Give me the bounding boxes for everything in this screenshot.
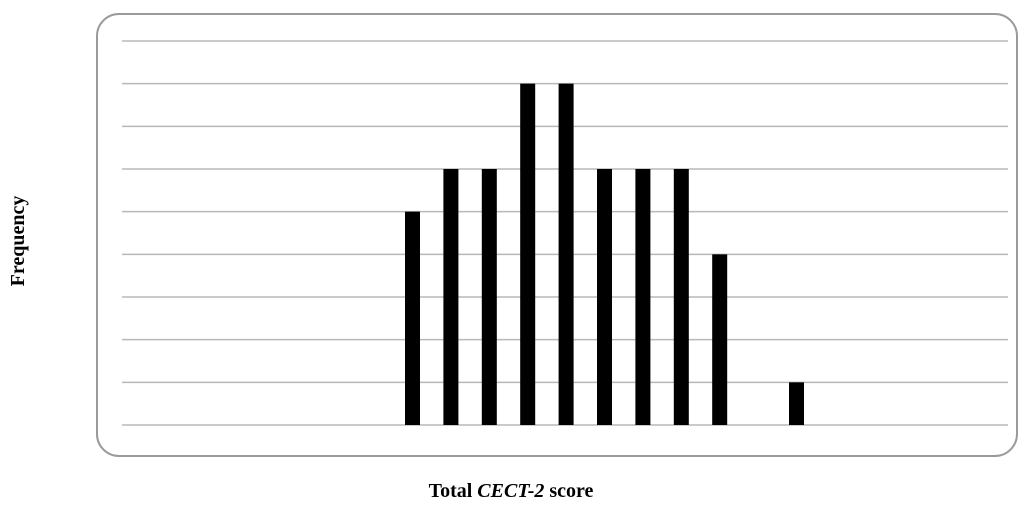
bar [443, 169, 459, 425]
y-axis-label: Frequency [7, 195, 29, 287]
x-axis-label: Total CECT-2 score [0, 480, 1022, 503]
bar [481, 169, 497, 425]
bar [405, 211, 420, 425]
x-axis-label-suffix: score [544, 480, 594, 502]
x-axis-label-prefix: Total [428, 480, 478, 502]
bars [405, 83, 804, 426]
bar [520, 83, 536, 426]
bar [635, 169, 651, 425]
bar [597, 169, 612, 425]
bar [558, 83, 574, 426]
bar [789, 382, 804, 425]
bar [673, 169, 689, 425]
x-axis-label-emphasis: CECT-2 [477, 480, 545, 502]
bar [712, 254, 728, 425]
plot-frame [96, 13, 1018, 457]
